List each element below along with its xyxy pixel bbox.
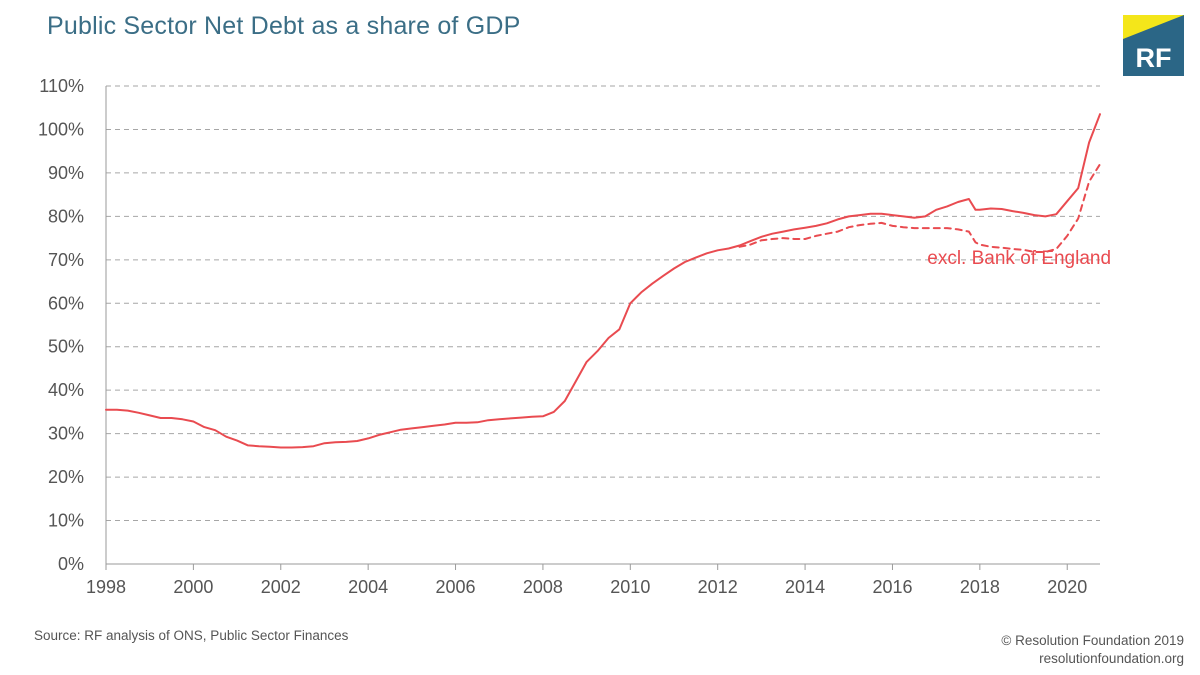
line-chart: 0% 10% 20% 30% 40% 50% 60% 70% 80% 90% 100% 110% 19… [38,76,1111,597]
y-tick-label: 70% [48,250,84,270]
website-line: resolutionfoundation.org [1039,651,1184,666]
series-annotation-excl-boe: excl. Bank of England [927,248,1111,269]
y-tick-label: 20% [48,467,84,487]
resolution-foundation-logo: RF [1123,15,1184,76]
series-line-psnd [105,113,1101,449]
x-tick-label: 1998 [86,577,126,597]
y-tick-label: 10% [48,511,84,531]
chart-gridlines [106,85,1100,522]
y-tick-label: 80% [48,206,84,226]
x-tick-label: 2018 [960,577,1000,597]
y-axis-ticks: 0% 10% 20% 30% 40% 50% 60% 70% 80% 90% 100% 110% [38,76,84,574]
y-tick-label: 60% [48,293,84,313]
y-tick-label: 50% [48,337,84,357]
x-tick-label: 2000 [173,577,213,597]
credit-block: © Resolution Foundation 2019 resolutionf… [1001,632,1184,668]
x-tick-label: 2002 [261,577,301,597]
copyright-line: © Resolution Foundation 2019 [1001,633,1184,648]
y-tick-label: 30% [48,424,84,444]
x-tick-label: 2004 [348,577,388,597]
chart-series [105,113,1101,449]
y-tick-label: 100% [38,119,84,139]
chart-title: Public Sector Net Debt as a share of GDP [47,12,521,40]
x-tick-label: 2014 [785,577,825,597]
x-tick-label: 2010 [610,577,650,597]
source-note: Source: RF analysis of ONS, Public Secto… [34,628,349,643]
logo-accent-triangle [1123,15,1184,39]
y-tick-label: 0% [58,554,84,574]
x-tick-label: 2020 [1047,577,1087,597]
x-axis-ticks: 1998 2000 2002 2004 2006 2008 2010 2012 2014 2016… [86,564,1087,597]
y-tick-label: 110% [39,76,84,96]
y-tick-label: 40% [48,380,84,400]
x-tick-label: 2006 [436,577,476,597]
x-tick-label: 2012 [698,577,738,597]
x-tick-label: 2008 [523,577,563,597]
x-tick-label: 2016 [872,577,912,597]
logo-text: RF [1136,43,1172,73]
series-line-excl-boe [738,163,1101,253]
y-tick-label: 90% [48,163,84,183]
